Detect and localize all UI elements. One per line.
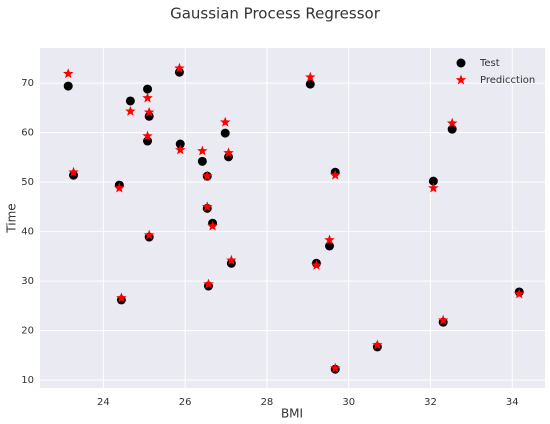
circle-marker xyxy=(175,139,185,149)
star-marker xyxy=(62,68,74,79)
circle-marker xyxy=(428,176,438,186)
x-tick-label: 32 xyxy=(424,397,437,408)
star-marker xyxy=(226,254,237,265)
chart-title: Gaussian Process Regressor xyxy=(170,5,381,23)
x-tick-label: 26 xyxy=(179,397,192,408)
star-marker xyxy=(142,130,153,141)
star-marker xyxy=(324,234,335,245)
star-marker xyxy=(446,117,458,128)
star-marker xyxy=(220,116,231,127)
star-marker xyxy=(202,201,213,212)
star-marker xyxy=(174,62,185,73)
circle-marker xyxy=(69,170,79,180)
star-marker xyxy=(428,182,439,193)
star-marker xyxy=(223,147,234,158)
marks xyxy=(62,62,525,374)
circle-marker xyxy=(447,124,457,134)
circle-marker xyxy=(456,58,466,68)
circle-marker xyxy=(125,96,135,106)
grid xyxy=(40,48,545,388)
star-marker xyxy=(143,229,155,240)
star-marker xyxy=(175,144,186,155)
star-marker xyxy=(514,288,525,299)
plot-background xyxy=(40,48,545,388)
star-marker xyxy=(330,362,341,373)
circle-marker xyxy=(63,81,73,91)
circle-marker xyxy=(305,79,315,89)
star-marker xyxy=(68,166,79,177)
y-tick-label: 30 xyxy=(21,276,34,287)
y-tick-label: 70 xyxy=(21,78,34,89)
x-tick-label: 24 xyxy=(97,397,110,408)
star-marker xyxy=(437,314,449,325)
y-axis-label: Time xyxy=(5,203,19,233)
x-axis-label: BMI xyxy=(281,407,303,421)
y-tick-label: 60 xyxy=(21,128,34,139)
circle-marker xyxy=(220,128,230,138)
y-tick-label: 40 xyxy=(21,227,34,238)
legend: Test Predicction xyxy=(455,58,535,86)
y-tick-label: 50 xyxy=(21,177,34,188)
star-marker xyxy=(311,259,322,270)
star-marker xyxy=(305,71,316,82)
legend-label: Predicction xyxy=(480,75,535,86)
star-marker xyxy=(372,339,383,350)
star-marker xyxy=(197,145,208,156)
circle-marker xyxy=(143,84,153,94)
star-marker xyxy=(116,292,127,303)
star-marker xyxy=(203,278,214,289)
star-marker xyxy=(114,182,125,193)
x-tick-label: 28 xyxy=(261,397,274,408)
y-tick-label: 10 xyxy=(21,375,34,386)
x-tick-label: 34 xyxy=(506,397,519,408)
x-tick-label: 30 xyxy=(342,397,355,408)
circle-marker xyxy=(325,241,335,251)
y-tick-label: 20 xyxy=(21,326,34,337)
star-marker xyxy=(202,170,213,181)
legend-label: Test xyxy=(479,58,500,69)
circle-marker xyxy=(226,258,236,268)
star-marker xyxy=(207,220,218,231)
star-marker xyxy=(142,92,153,103)
star-marker xyxy=(125,105,136,116)
circle-marker xyxy=(197,156,207,166)
star-marker xyxy=(330,169,341,180)
star-marker xyxy=(455,74,467,85)
star-marker xyxy=(143,106,155,117)
